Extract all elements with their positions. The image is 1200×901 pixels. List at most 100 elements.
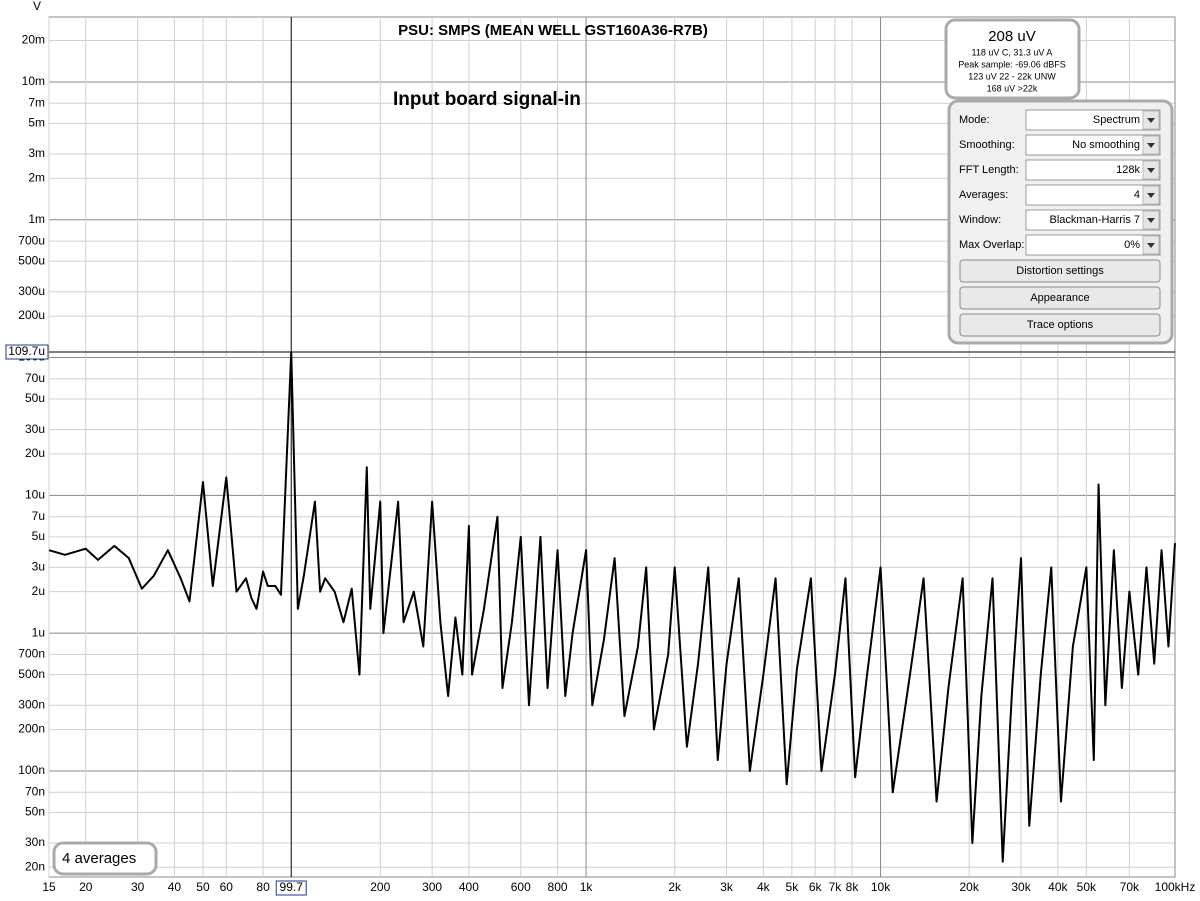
setting-label: FFT Length: — [959, 164, 1019, 176]
x-tick-label: 50 — [196, 880, 210, 894]
dropdown-arrow — [1147, 218, 1155, 223]
x-tick-label: 20 — [79, 880, 93, 894]
panel-controls: Mode: Spectrum Smoothing: No smoothing FFT L… — [959, 109, 1161, 337]
x-tick-label: 6k — [809, 880, 823, 894]
x-tick-label: 60 — [220, 880, 234, 894]
y-tick-label: 2u — [32, 584, 45, 598]
button-label: Appearance — [1030, 292, 1089, 304]
setting-label: Max Overlap: — [959, 239, 1024, 251]
chart-title: PSU: SMPS (MEAN WELL GST160A36-R7B) — [398, 22, 708, 39]
x-tick-label: 8k — [846, 880, 860, 894]
cursor-y-box — [5, 344, 49, 360]
x-tick-label: 40k — [1048, 880, 1068, 894]
x-tick-label: 80 — [256, 880, 270, 894]
x-tick-label: 200 — [370, 880, 390, 894]
level-meter: 208 uV 118 uV C, 31.3 uV A Peak sample: … — [944, 18, 1081, 100]
setting-value: 0% — [1124, 239, 1140, 251]
y-tick-label: 20u — [25, 446, 45, 460]
x-tick-label: 15 — [42, 880, 56, 894]
y-tick-label: 1m — [28, 212, 45, 226]
dropdown[interactable] — [1025, 109, 1161, 131]
x-tick-label: 2k — [668, 880, 682, 894]
y-tick-label: 10u — [25, 488, 45, 502]
x-tick-label: 100kHz — [1155, 880, 1196, 894]
y-tick-label: 20n — [25, 859, 45, 873]
level-value: 208 uV — [988, 28, 1036, 45]
y-tick-label: 200u — [18, 308, 45, 322]
spectrum-line — [48, 351, 1176, 863]
y-tick-label: 2m — [28, 170, 45, 184]
x-tick-label: 40 — [168, 880, 182, 894]
level-line: Peak sample: -69.06 dBFS — [958, 59, 1066, 69]
button-label: Trace options — [1027, 319, 1094, 331]
level-line: 118 uV C, 31.3 uV A — [972, 47, 1053, 57]
y-tick-label: 700u — [18, 233, 45, 247]
x-tick-label: 3k — [720, 880, 734, 894]
x-tick-label: 300 — [422, 880, 442, 894]
y-tick-label: 100n — [18, 763, 45, 777]
y-tick-label: 3m — [28, 146, 45, 160]
cursor-x-box — [275, 880, 307, 896]
setting-value: 4 — [1134, 189, 1140, 201]
dropdown[interactable] — [1025, 209, 1161, 231]
dropdown-arrow — [1147, 193, 1155, 198]
y-tick-label: 7u — [32, 509, 45, 523]
dropdown-arrow — [1147, 143, 1155, 148]
annotation: Input board signal-in — [393, 89, 581, 110]
button[interactable] — [959, 286, 1161, 310]
y-tick-label: 1u — [32, 625, 45, 639]
setting-label: Averages: — [959, 189, 1008, 201]
setting-value: No smoothing — [1072, 139, 1140, 151]
button-label: Distortion settings — [1016, 265, 1104, 277]
y-tick-label: 5m — [28, 116, 45, 130]
y-tick-label: 70n — [25, 784, 45, 798]
x-tick-label: 5k — [786, 880, 800, 894]
x-tick-label: 30k — [1011, 880, 1031, 894]
dropdown[interactable] — [1025, 159, 1161, 181]
cursor-y-label: 109.7u — [8, 344, 45, 358]
x-tick-label: 20k — [959, 880, 979, 894]
level-line: 168 uV >22k — [987, 83, 1038, 93]
dropdown-arrow — [1147, 243, 1155, 248]
dropdown-arrow — [1147, 118, 1155, 123]
x-tick-label: 800 — [548, 880, 568, 894]
dropdown-arrow — [1147, 168, 1155, 173]
y-tick-label: 3u — [32, 560, 45, 574]
x-tick-label: 30 — [131, 880, 145, 894]
x-tick-label: 600 — [511, 880, 531, 894]
y-tick-label: 500u — [18, 253, 45, 267]
y-tick-label: 700n — [18, 647, 45, 661]
setting-label: Mode: — [959, 114, 990, 126]
x-tick-label: 4k — [757, 880, 771, 894]
y-tick-label: 30u — [25, 422, 45, 436]
plot — [48, 351, 1176, 863]
x-tick-label: 7k — [829, 880, 843, 894]
dropdown[interactable] — [1025, 134, 1161, 156]
button[interactable] — [959, 313, 1161, 337]
y-tick-label: 50u — [25, 391, 45, 405]
level-line: 123 uV 22 - 22k UNW — [968, 71, 1056, 81]
x-tick-label: 1k — [580, 880, 594, 894]
y-tick-label: 500n — [18, 667, 45, 681]
y-tick-label: 20m — [22, 33, 45, 47]
level-box — [944, 18, 1081, 100]
y-tick-label: 200n — [18, 722, 45, 736]
y-tick-label: 70u — [25, 371, 45, 385]
y-tick-label: 7m — [28, 95, 45, 109]
x-tick-label: 50k — [1077, 880, 1097, 894]
status-box — [52, 841, 158, 876]
setting-label: Smoothing: — [959, 139, 1015, 151]
status: 4 averages — [62, 850, 136, 867]
dropdown[interactable] — [1025, 234, 1161, 256]
y-tick-label: 30n — [25, 835, 45, 849]
button[interactable] — [959, 259, 1161, 283]
y-tick-label: 10m — [22, 74, 45, 88]
y-tick-label: 50n — [25, 805, 45, 819]
setting-value: Blackman-Harris 7 — [1050, 214, 1140, 226]
y-tick-label: 5u — [32, 529, 45, 543]
x-tick-label: 10k — [871, 880, 891, 894]
setting-label: Window: — [959, 214, 1001, 226]
dropdown[interactable] — [1025, 184, 1161, 206]
